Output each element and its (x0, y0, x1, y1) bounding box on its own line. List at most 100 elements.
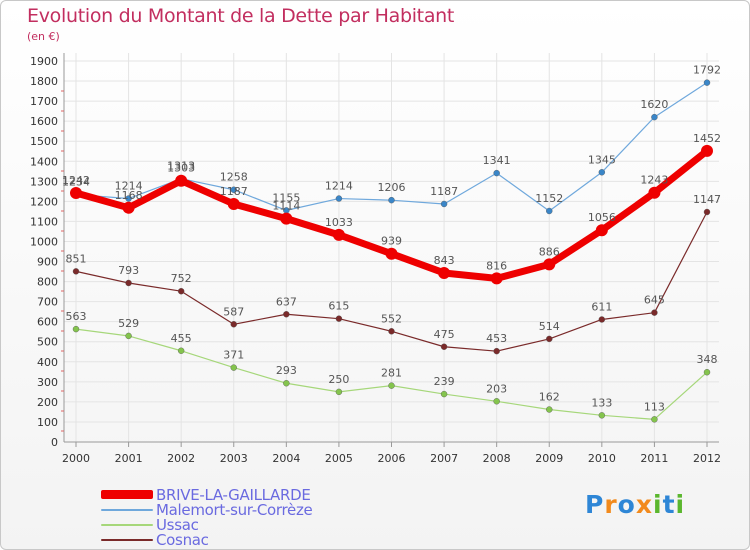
data-point-2 (598, 412, 606, 419)
y-tick-label: 1000 (30, 235, 58, 248)
data-label-2: 293 (276, 364, 297, 377)
data-label-0: 843 (434, 254, 455, 267)
chart-title: Evolution du Montant de la Dette par Hab… (27, 5, 455, 27)
legend-item-malemort: Malemort-sur-Corrèze (101, 501, 401, 519)
data-point-0 (648, 186, 661, 199)
data-label-3: 851 (66, 252, 87, 265)
data-point-1 (388, 196, 395, 204)
legend-label-malemort: Malemort-sur-Corrèze (156, 501, 313, 519)
x-tick-label: 2012 (693, 452, 721, 465)
legend-item-ussac: Ussac (101, 516, 401, 534)
data-label-2: 239 (434, 375, 455, 388)
data-point-3 (230, 321, 237, 328)
chart-unit: (en €) (27, 30, 60, 43)
logo-letter: t (662, 490, 676, 519)
data-point-0 (122, 201, 135, 214)
data-point-1 (440, 200, 448, 208)
x-tick-label: 2001 (115, 452, 143, 465)
data-point-0 (701, 144, 713, 157)
x-tick-label: 2008 (483, 452, 511, 465)
data-label-3: 514 (539, 320, 560, 333)
data-label-1: 1187 (430, 185, 458, 198)
data-point-1 (125, 195, 132, 202)
y-tick-label: 1900 (30, 55, 58, 68)
x-tick-label: 2004 (272, 452, 300, 465)
y-tick-label: 500 (37, 336, 58, 349)
data-label-1: 1341 (483, 154, 511, 167)
data-label-3: 615 (328, 300, 349, 313)
data-label-1: 1206 (378, 181, 406, 194)
data-point-3 (598, 316, 606, 323)
data-label-1: 1620 (640, 98, 668, 111)
data-label-1: 1345 (588, 153, 616, 166)
logo-letter: i (653, 490, 663, 519)
data-label-1: 1258 (220, 171, 248, 184)
data-point-2 (703, 369, 711, 376)
data-point-3 (493, 347, 500, 355)
y-tick-label: 900 (37, 256, 58, 269)
data-label-1: 1792 (693, 64, 721, 77)
data-point-0 (280, 212, 293, 225)
data-label-2: 563 (66, 310, 87, 323)
x-tick-label: 2007 (430, 452, 458, 465)
data-label-0: 1242 (62, 174, 90, 187)
y-tick-label: 1800 (30, 75, 58, 88)
legend-swatch-brive (101, 490, 153, 499)
data-point-1 (703, 79, 711, 86)
data-label-2: 529 (118, 317, 139, 330)
y-tick-label: 200 (37, 396, 58, 409)
legend: BRIVE-LA-GAILLARDE Malemort-sur-Corrèze … (101, 486, 401, 549)
legend-label-brive: BRIVE-LA-GAILLARDE (156, 486, 311, 504)
data-point-0 (595, 224, 608, 237)
data-point-3 (388, 328, 395, 335)
data-label-0: 1187 (220, 185, 248, 198)
data-label-1: 1152 (535, 192, 563, 205)
data-label-3: 752 (171, 272, 192, 285)
x-tick-label: 2006 (378, 452, 406, 465)
data-point-3 (177, 288, 185, 295)
data-label-2: 371 (223, 349, 244, 362)
data-label-3: 645 (644, 294, 665, 307)
data-point-0 (543, 258, 556, 271)
data-point-3 (546, 335, 553, 343)
data-label-0: 1168 (115, 189, 143, 202)
y-tick-label: 300 (37, 376, 58, 389)
data-label-0: 1114 (272, 200, 300, 213)
data-point-0 (332, 228, 345, 241)
logo-letter: r (604, 490, 618, 519)
data-point-0 (385, 247, 398, 260)
data-label-0: 886 (539, 245, 560, 258)
data-label-0: 816 (486, 259, 507, 272)
data-label-3: 793 (118, 264, 139, 277)
data-point-1 (335, 195, 343, 202)
x-tick-label: 2009 (535, 452, 563, 465)
data-label-2: 133 (591, 396, 612, 409)
x-tick-label: 2002 (167, 452, 195, 465)
data-point-0 (175, 174, 188, 187)
y-tick-label: 1500 (30, 135, 58, 148)
y-tick-label: 400 (37, 356, 58, 369)
data-label-3: 453 (486, 332, 507, 345)
y-tick-label: 1100 (30, 215, 58, 228)
data-label-2: 113 (644, 400, 665, 413)
data-point-3 (125, 279, 132, 287)
data-point-2 (335, 388, 343, 396)
data-label-2: 281 (381, 367, 402, 380)
data-point-1 (493, 169, 500, 177)
data-point-2 (388, 382, 395, 389)
data-label-0: 1033 (325, 216, 353, 229)
data-point-1 (546, 207, 553, 215)
data-label-1: 1214 (325, 180, 353, 193)
y-tick-label: 1300 (30, 175, 58, 188)
data-point-2 (230, 364, 237, 371)
data-point-0 (490, 272, 503, 285)
data-label-0: 1056 (588, 211, 616, 224)
data-point-3 (651, 309, 658, 316)
legend-swatch-ussac (101, 523, 153, 526)
y-tick-label: 100 (37, 416, 58, 429)
data-point-3 (440, 343, 448, 350)
x-tick-label: 2011 (640, 452, 668, 465)
data-point-2 (440, 390, 448, 398)
